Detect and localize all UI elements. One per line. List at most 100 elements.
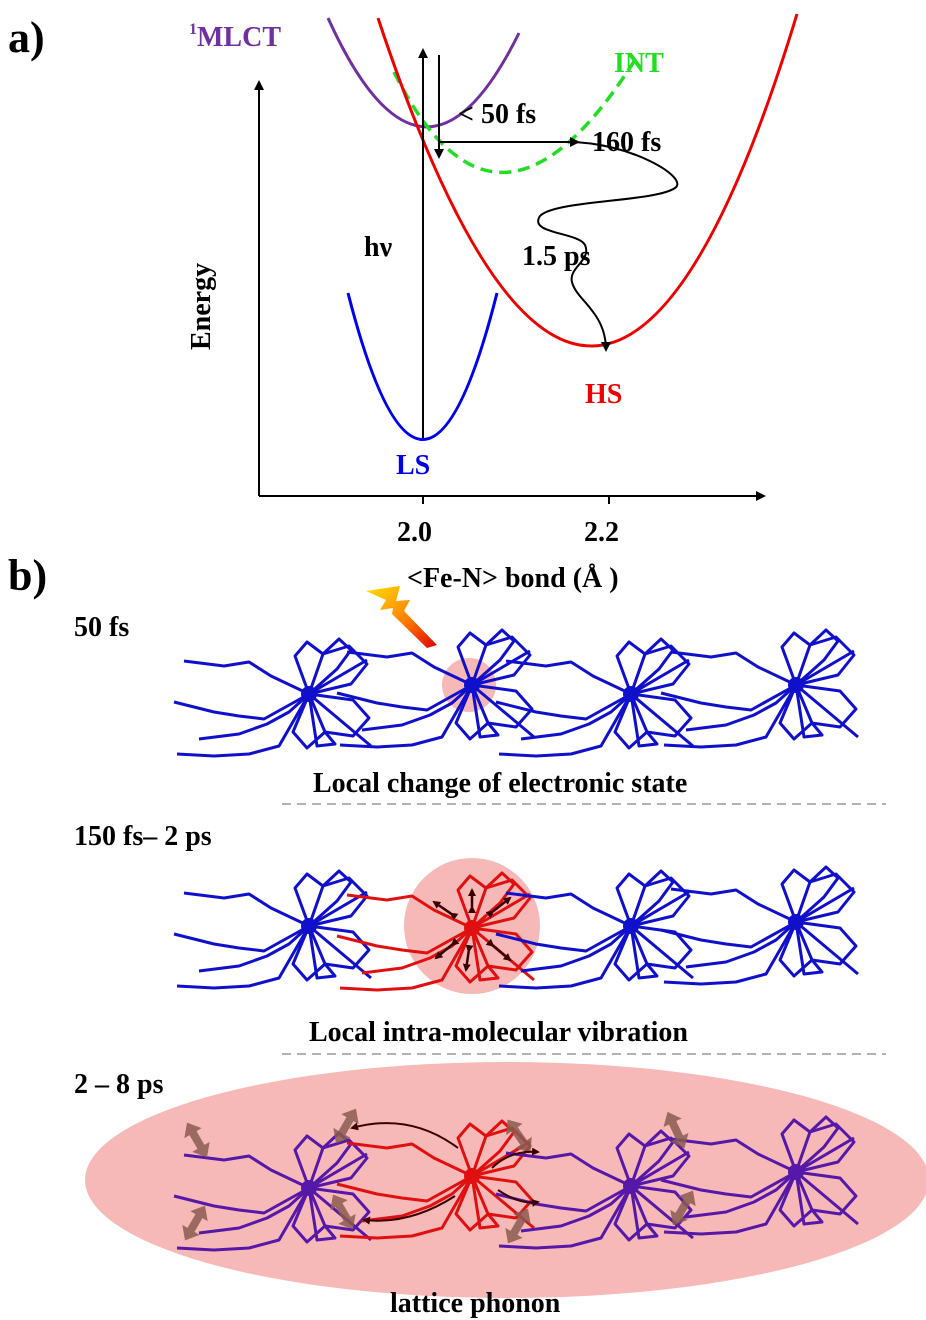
ligand-bond	[613, 693, 649, 750]
ligand-bond	[291, 925, 327, 982]
row-1-caption: Local change of electronic state	[313, 768, 688, 799]
ligand-bond	[670, 1137, 797, 1174]
fe-complex-row1-4	[660, 628, 859, 749]
ligand-bond	[198, 692, 311, 741]
ligand-bond	[795, 1122, 856, 1174]
fe-atom	[623, 686, 639, 702]
ligand-bond	[293, 872, 324, 927]
ligand-bond	[176, 925, 311, 990]
ligand-bond	[630, 1150, 690, 1188]
fe-atom	[301, 686, 317, 702]
ligand-bond	[471, 649, 531, 687]
ligand-bond	[308, 924, 372, 980]
ligand-bond	[308, 644, 369, 696]
ligand-bond	[470, 628, 516, 687]
ligand-bond	[456, 1122, 487, 1177]
ligand-bond	[454, 684, 490, 741]
ligand-bond	[307, 1187, 337, 1242]
ligand-bond	[470, 1175, 500, 1230]
ligand-bond	[629, 1185, 659, 1240]
ligand-bond	[780, 1118, 811, 1173]
fe-atom	[464, 677, 480, 693]
strain-arrow-2	[362, 1195, 456, 1225]
ligand-bond	[794, 1171, 824, 1226]
ligand-bond	[795, 920, 858, 966]
ligand-bond	[173, 692, 310, 721]
ligand-bond	[795, 683, 858, 729]
ligand-bond	[336, 1174, 473, 1203]
ligand-bond	[630, 924, 694, 980]
ligand-bond	[663, 1171, 798, 1236]
ligand-bond	[685, 1170, 798, 1219]
ligand-bond	[361, 1174, 474, 1223]
int-curve	[392, 54, 640, 175]
ligand-bond	[291, 693, 327, 750]
fe-complex-row3-4	[660, 1115, 859, 1236]
ls-label: LS	[396, 450, 431, 481]
ligand-bond	[670, 650, 797, 687]
ligand-bond	[339, 1175, 474, 1240]
ligand-bond	[183, 1153, 310, 1190]
ligand-bond	[308, 692, 372, 748]
ligand-bond	[780, 631, 811, 686]
ligand-bond	[613, 925, 649, 982]
relaxation-wave	[537, 141, 679, 352]
row-1-time: 50 fs	[74, 612, 130, 643]
ligand-bond	[630, 644, 691, 696]
vibration-arrow-3	[434, 937, 460, 960]
ligand-bond	[615, 872, 646, 927]
ligand-bond	[629, 869, 675, 928]
ligand-bond	[660, 683, 797, 712]
fe-atom	[788, 1164, 804, 1180]
ligand-bond	[630, 890, 690, 928]
mlct-label-text: MLCT	[197, 22, 281, 53]
ligand-bond	[308, 1186, 371, 1232]
ligand-bond	[498, 693, 633, 758]
ligand-bond	[293, 640, 324, 695]
vibration-arrow-6	[462, 944, 474, 972]
ligand-bond	[778, 684, 814, 741]
mlct-superscript: 1	[189, 21, 197, 38]
hv-label: hν	[364, 232, 393, 263]
x-tick-label-2.2: 2.2	[584, 517, 619, 548]
photon-bolt-icon	[366, 586, 437, 648]
ligand-bond	[795, 1136, 855, 1174]
ligand-bond	[794, 921, 824, 976]
ligand-bond	[670, 887, 797, 924]
fe-atom	[788, 914, 804, 930]
ligand-bond	[778, 1171, 814, 1228]
phonon-arrow-8	[663, 1111, 689, 1149]
hs-label: HS	[585, 379, 623, 410]
ligand-bond	[454, 927, 490, 984]
fe-complex-row1-2	[336, 628, 535, 749]
ligand-bond	[795, 635, 856, 687]
ligand-bond	[498, 925, 633, 990]
ligand-bond	[520, 924, 633, 973]
fe-complex-row1-3	[495, 637, 694, 758]
fe-atom	[623, 1178, 639, 1194]
mlct-label: 1MLCT	[189, 21, 281, 53]
fe-complex-row1-1	[173, 637, 372, 758]
ligand-bond	[795, 886, 855, 924]
row-2-caption: Local intra-molecular vibration	[309, 1017, 688, 1048]
ligand-bond	[471, 878, 532, 930]
energy-diagram	[254, 13, 799, 504]
fe-atom	[464, 920, 480, 936]
ligand-bond	[615, 640, 646, 695]
ligand-bond	[660, 920, 797, 949]
ligand-bond	[520, 692, 633, 741]
ligand-bond	[794, 684, 824, 739]
ligand-bond	[198, 1186, 311, 1235]
ligand-bond	[470, 927, 500, 982]
ligand-bond	[308, 692, 371, 738]
ligand-bond	[663, 684, 798, 749]
y-axis-label: Energy	[186, 262, 217, 350]
strain-arrow-3	[491, 1147, 540, 1169]
ligand-bond	[307, 925, 337, 980]
ligand-bond	[520, 1184, 633, 1233]
lattice-schematic	[85, 586, 926, 1298]
ligand-bond	[780, 868, 811, 923]
ligand-bond	[794, 1115, 840, 1174]
ligand-bond	[630, 1184, 694, 1240]
